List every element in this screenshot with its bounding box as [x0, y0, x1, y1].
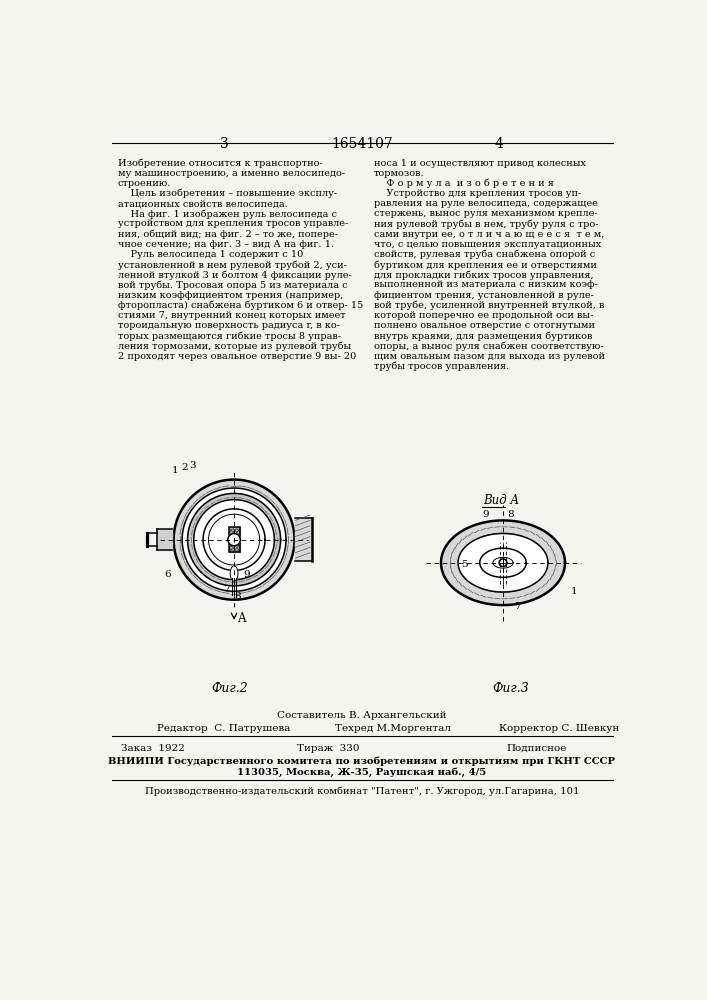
- Text: полнено овальное отверстие с отогнутыми: полнено овальное отверстие с отогнутыми: [373, 321, 595, 330]
- Text: фициентом трения, установленной в руле-: фициентом трения, установленной в руле-: [373, 291, 593, 300]
- Text: носа 1 и осуществляют привод колесных: носа 1 и осуществляют привод колесных: [373, 158, 585, 167]
- Text: Руль велосипеда 1 содержит с 10: Руль велосипеда 1 содержит с 10: [118, 250, 303, 259]
- Text: Подписное: Подписное: [507, 744, 567, 753]
- Text: атационных свойств велосипеда.: атационных свойств велосипеда.: [118, 199, 288, 208]
- Text: Заказ  1922: Заказ 1922: [121, 744, 185, 753]
- Text: Ф о р м у л а  и з о б р е т е н и я: Ф о р м у л а и з о б р е т е н и я: [373, 179, 554, 188]
- Ellipse shape: [481, 549, 525, 577]
- Text: 2: 2: [181, 463, 188, 472]
- Text: ния рулевой трубы в нем, трубу руля с тро-: ния рулевой трубы в нем, трубу руля с тр…: [373, 219, 598, 229]
- Text: сами внутри ее, о т л и ч а ю щ е е с я  т е м,: сами внутри ее, о т л и ч а ю щ е е с я …: [373, 230, 604, 239]
- Text: что, с целью повышения эксплуатационных: что, с целью повышения эксплуатационных: [373, 240, 601, 249]
- Text: Фиг.2: Фиг.2: [212, 682, 249, 695]
- Text: Изобретение относится к транспортно-: Изобретение относится к транспортно-: [118, 158, 322, 168]
- Text: стержень, вынос руля механизмом крепле-: стержень, вынос руля механизмом крепле-: [373, 209, 597, 218]
- Text: Цель изобретения – повышение эксплу-: Цель изобретения – повышение эксплу-: [118, 189, 337, 198]
- Circle shape: [499, 559, 507, 567]
- Text: строению.: строению.: [118, 179, 171, 188]
- Text: трубы тросов управления.: трубы тросов управления.: [373, 362, 509, 371]
- Text: ния, общий вид; на фиг. 2 – то же, попере-: ния, общий вид; на фиг. 2 – то же, попер…: [118, 230, 338, 239]
- Text: Производственно-издательский комбинат "Патент", г. Ужгород, ул.Гагарина, 101: Производственно-издательский комбинат "П…: [145, 787, 579, 796]
- Circle shape: [194, 500, 274, 579]
- Text: Вид A: Вид A: [484, 494, 520, 507]
- Text: 4: 4: [495, 137, 503, 151]
- Text: 7: 7: [514, 602, 520, 611]
- Text: 1: 1: [571, 587, 578, 596]
- Text: чное сечение; на фиг. 3 – вид А на фиг. 1.: чное сечение; на фиг. 3 – вид А на фиг. …: [118, 240, 334, 249]
- Text: Фиг.3: Фиг.3: [492, 682, 529, 695]
- Text: Редактор  С. Патрушева: Редактор С. Патрушева: [156, 724, 290, 733]
- Text: выполненной из материала с низким коэф-: выполненной из материала с низким коэф-: [373, 280, 597, 289]
- Ellipse shape: [493, 557, 513, 568]
- Bar: [228, 527, 240, 552]
- Bar: [228, 527, 240, 552]
- Text: свойств, рулевая труба снабжена опорой с: свойств, рулевая труба снабжена опорой с: [373, 250, 595, 259]
- Text: тормозов.: тормозов.: [373, 169, 424, 178]
- Text: вой трубы. Тросовая опора 5 из материала с: вой трубы. Тросовая опора 5 из материала…: [118, 280, 347, 290]
- Text: 2 проходят через овальное отверстие 9 вы- 20: 2 проходят через овальное отверстие 9 вы…: [118, 352, 356, 361]
- Circle shape: [183, 489, 285, 590]
- Polygon shape: [174, 480, 295, 600]
- Text: равления на руле велосипеда, содержащее: равления на руле велосипеда, содержащее: [373, 199, 597, 208]
- Text: Составитель В. Архангельский: Составитель В. Архангельский: [277, 711, 447, 720]
- Text: На фиг. 1 изображен руль велосипеда с: На фиг. 1 изображен руль велосипеда с: [118, 209, 337, 219]
- Text: устройством для крепления тросов управле-: устройством для крепления тросов управле…: [118, 219, 348, 228]
- Text: Тираж  330: Тираж 330: [298, 744, 360, 753]
- Text: внутрь краями, для размещения буртиков: внутрь краями, для размещения буртиков: [373, 331, 592, 341]
- Polygon shape: [295, 518, 312, 561]
- Text: 113035, Москва, Ж-35, Раушская наб., 4/5: 113035, Москва, Ж-35, Раушская наб., 4/5: [238, 768, 486, 777]
- Text: опоры, а вынос руля снабжен соответствую-: опоры, а вынос руля снабжен соответствую…: [373, 341, 603, 351]
- Polygon shape: [156, 529, 172, 550]
- Text: которой поперечно ее продольной оси вы-: которой поперечно ее продольной оси вы-: [373, 311, 593, 320]
- Text: 3: 3: [189, 461, 196, 470]
- Text: Корректор С. Шевкун: Корректор С. Шевкун: [499, 724, 619, 733]
- Text: установленной в нем рулевой трубой 2, уси-: установленной в нем рулевой трубой 2, ус…: [118, 260, 346, 270]
- Circle shape: [228, 533, 240, 546]
- Text: 1654107: 1654107: [331, 137, 393, 151]
- Text: ленной втулкой 3 и болтом 4 фиксации руле-: ленной втулкой 3 и болтом 4 фиксации рул…: [118, 270, 351, 280]
- Text: торых размещаются гибкие тросы 8 управ-: торых размещаются гибкие тросы 8 управ-: [118, 331, 341, 341]
- Text: му машиностроению, а именно велосипедо-: му машиностроению, а именно велосипедо-: [118, 169, 345, 178]
- Text: ления тормозами, которые из рулевой трубы: ления тормозами, которые из рулевой труб…: [118, 341, 351, 351]
- Text: тороидальную поверхность радиуса r, в ко-: тороидальную поверхность радиуса r, в ко…: [118, 321, 340, 330]
- Text: 1: 1: [172, 466, 178, 475]
- Polygon shape: [441, 520, 565, 605]
- Ellipse shape: [459, 534, 547, 591]
- Text: Устройство для крепления тросов уп-: Устройство для крепления тросов уп-: [373, 189, 581, 198]
- Text: низким коэффициентом трения (например,: низким коэффициентом трения (например,: [118, 291, 343, 300]
- Text: 5: 5: [462, 560, 468, 569]
- Text: щим овальным пазом для выхода из рулевой: щим овальным пазом для выхода из рулевой: [373, 352, 604, 361]
- Text: A: A: [237, 612, 245, 625]
- Text: вой трубе, усиленной внутренней втулкой, в: вой трубе, усиленной внутренней втулкой,…: [373, 301, 604, 310]
- Polygon shape: [187, 493, 281, 586]
- Text: фторопласта) снабжена буртиком 6 и отвер- 15: фторопласта) снабжена буртиком 6 и отвер…: [118, 301, 363, 310]
- Ellipse shape: [230, 566, 238, 581]
- Circle shape: [204, 510, 264, 570]
- Circle shape: [209, 515, 259, 564]
- Text: 6: 6: [164, 570, 170, 579]
- Text: стиями 7, внутренний конец которых имеет: стиями 7, внутренний конец которых имеет: [118, 311, 346, 320]
- Text: 3: 3: [221, 137, 229, 151]
- Text: 9: 9: [483, 510, 489, 519]
- Text: 9: 9: [243, 570, 250, 579]
- Text: ВНИИПИ Государственного комитета по изобретениям и открытиям при ГКНТ СССР: ВНИИПИ Государственного комитета по изоб…: [108, 756, 616, 766]
- Text: буртиком для крепления ее и отверстиями: буртиком для крепления ее и отверстиями: [373, 260, 597, 270]
- Text: Техред М.Моргентал: Техред М.Моргентал: [335, 724, 451, 733]
- Text: для прокладки гибких тросов управления,: для прокладки гибких тросов управления,: [373, 270, 593, 280]
- Text: 8: 8: [235, 592, 241, 601]
- Text: 8: 8: [508, 510, 514, 519]
- Text: 7: 7: [223, 585, 230, 594]
